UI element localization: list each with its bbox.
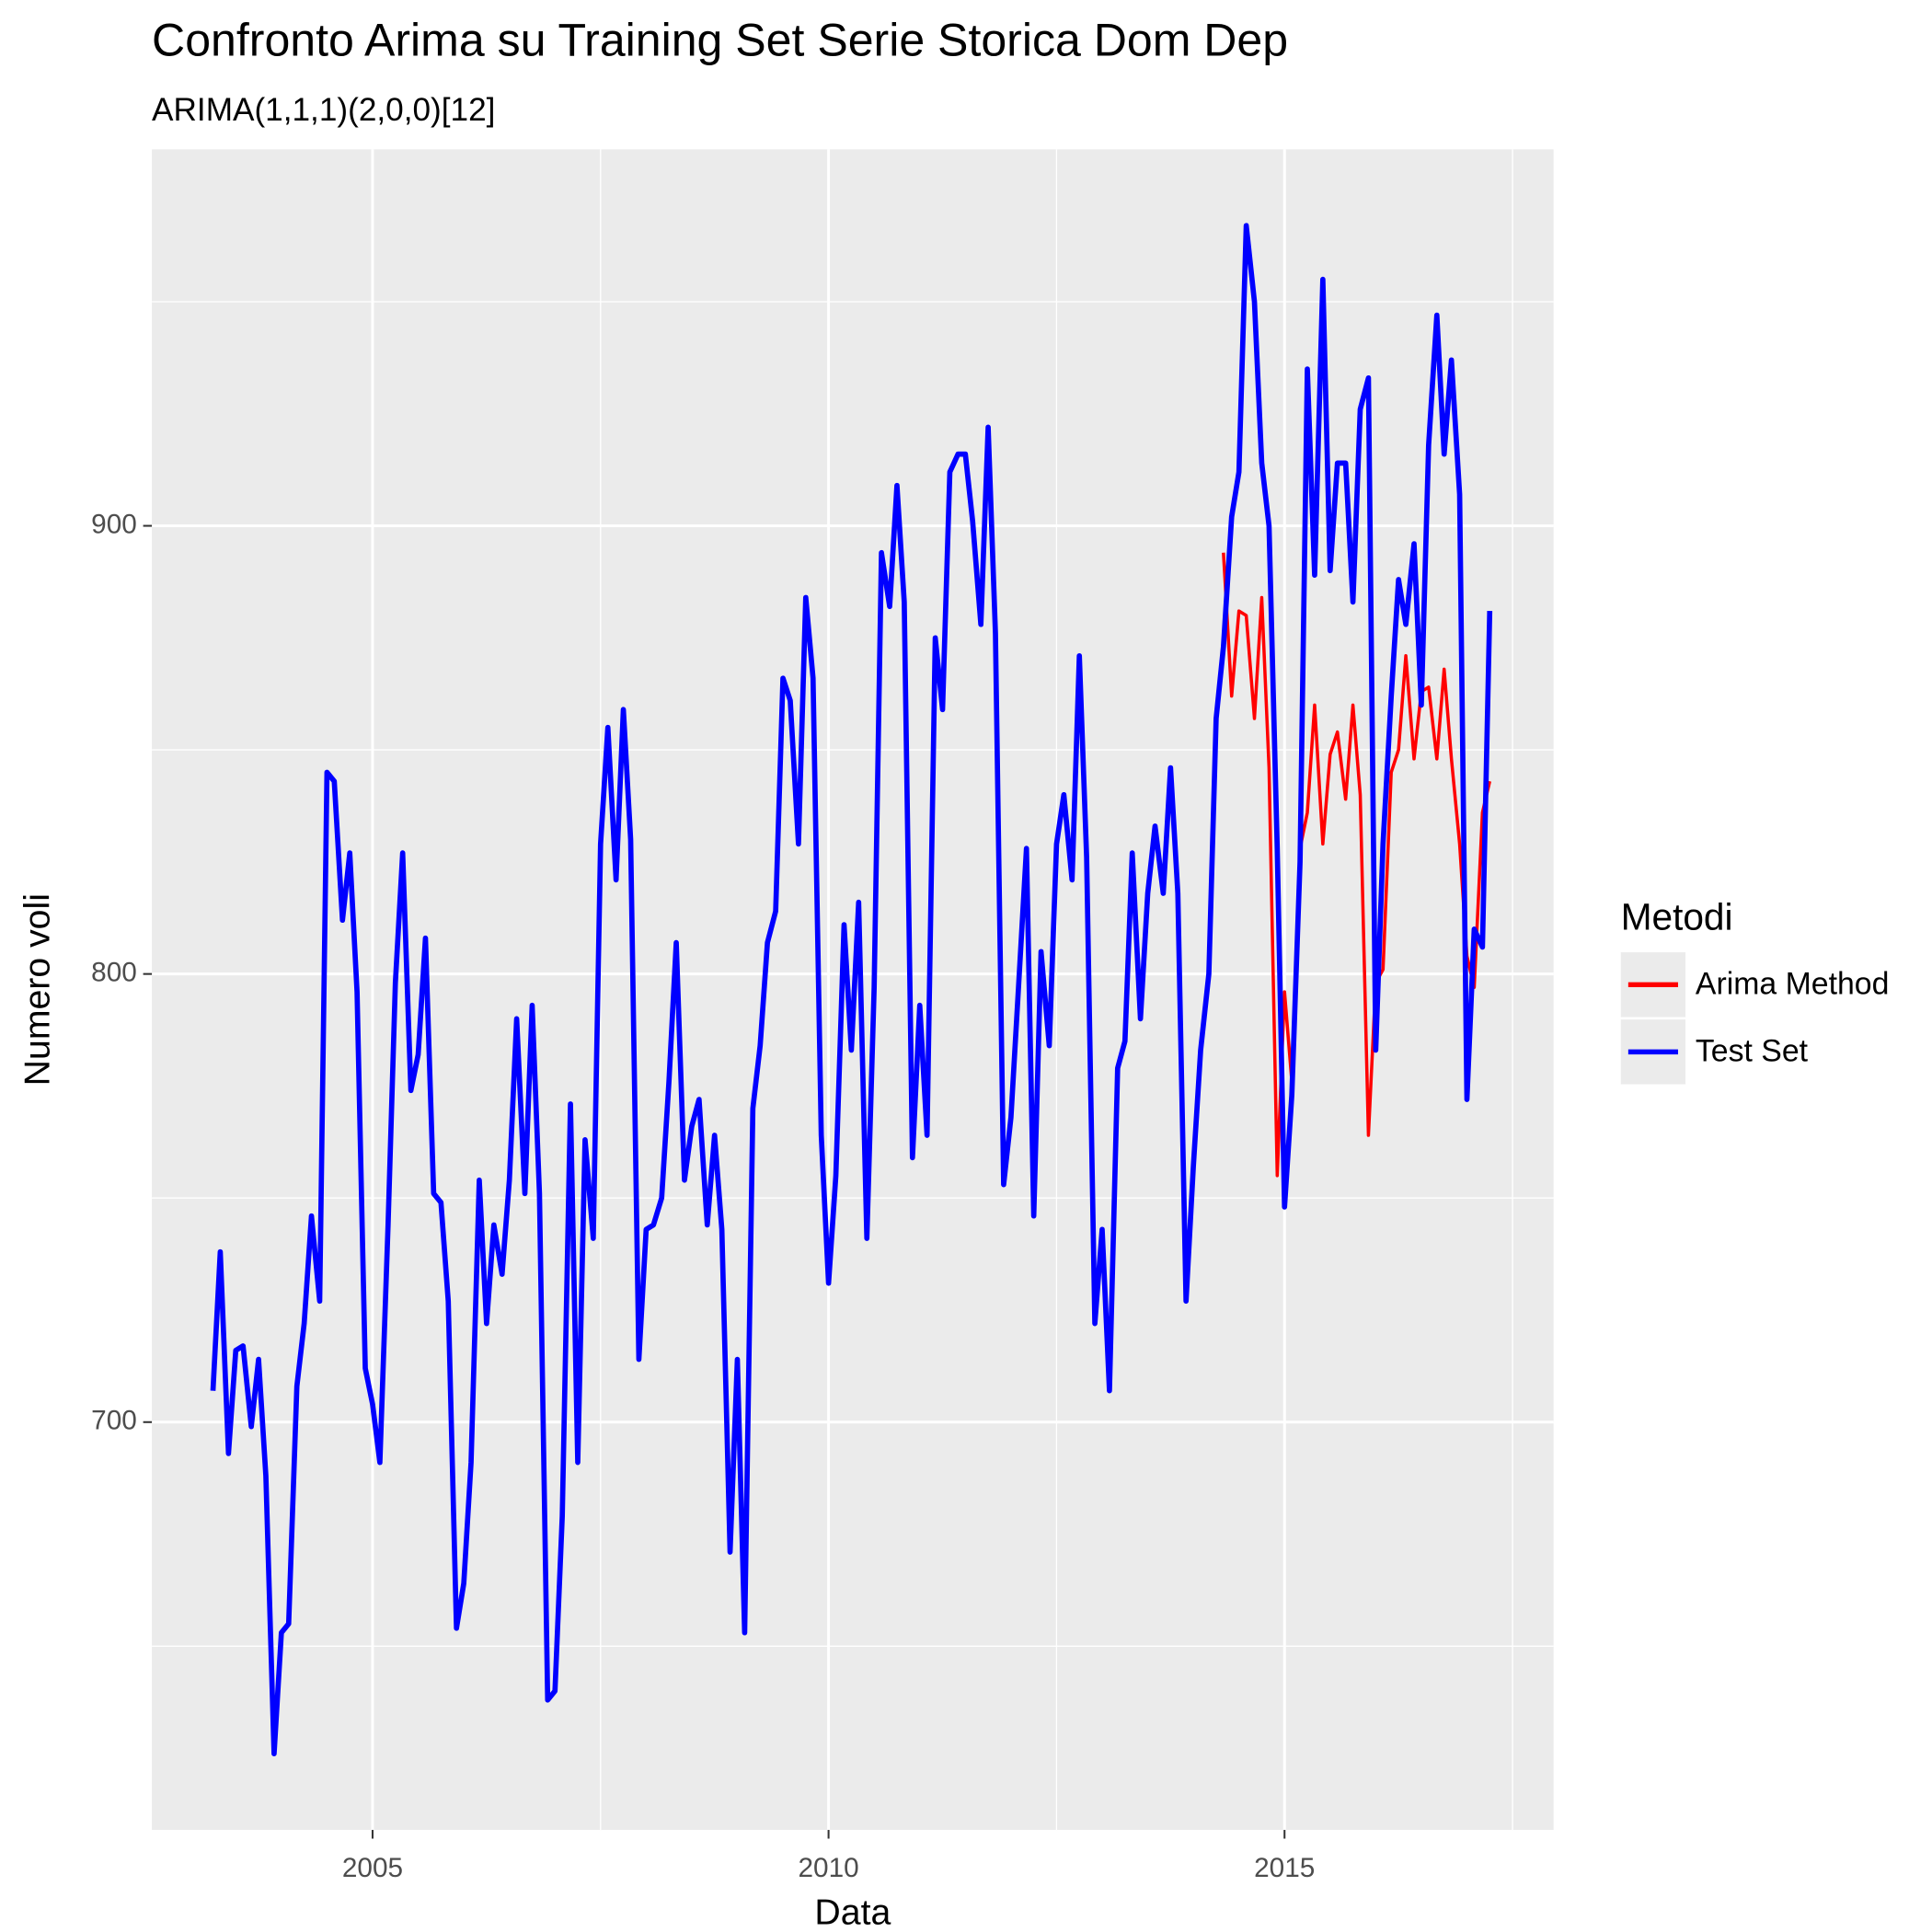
- y-tick-label: 800: [91, 958, 137, 988]
- legend-label: Test Set: [1696, 1034, 1809, 1069]
- y-tick-label: 700: [91, 1406, 137, 1436]
- legend-label: Arima Method: [1696, 967, 1889, 1002]
- chart-title: Confronto Arima su Training Set Serie St…: [152, 15, 1288, 66]
- y-tick-label: 900: [91, 509, 137, 539]
- x-axis-title: Data: [814, 1892, 891, 1932]
- y-axis-title: Numero voli: [17, 893, 58, 1086]
- chart-subtitle: ARIMA(1,1,1)(2,0,0)[12]: [152, 92, 495, 128]
- x-tick-label: 2005: [342, 1853, 403, 1883]
- legend-title: Metodi: [1621, 896, 1733, 938]
- x-tick-label: 2010: [799, 1853, 859, 1883]
- data-line: [210, 223, 1493, 1757]
- data-line: [1222, 552, 1491, 1178]
- x-tick-label: 2015: [1254, 1853, 1315, 1883]
